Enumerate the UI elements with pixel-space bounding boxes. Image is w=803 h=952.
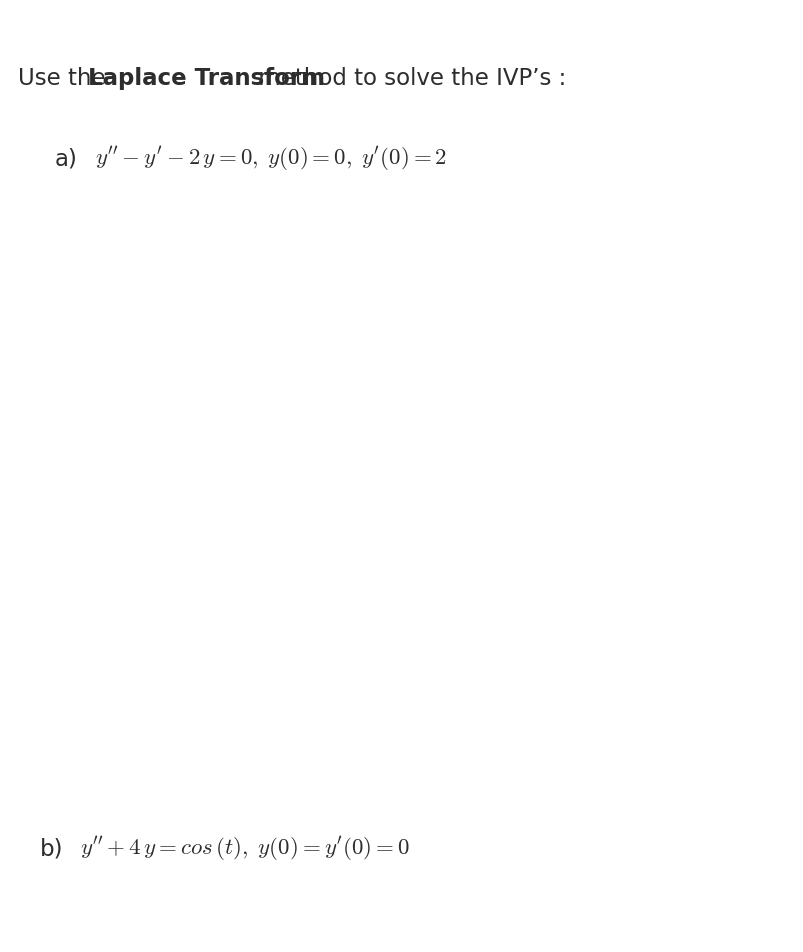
Text: Use the: Use the [18, 67, 112, 90]
Text: method to solve the IVP’s :: method to solve the IVP’s : [251, 67, 565, 90]
Text: $y^{\prime\prime}+ 4\,y = \mathit{cos}\,(t),\; y(0) = y^{\prime}(0) = 0$: $y^{\prime\prime}+ 4\,y = \mathit{cos}\,… [80, 835, 410, 863]
Text: Laplace Transform: Laplace Transform [88, 67, 324, 90]
Text: b): b) [40, 837, 63, 860]
Text: $y^{\prime\prime}-y^{\prime}- 2\,y = 0,\; y(0) = 0,\; y^{\prime}(0) = 2$: $y^{\prime\prime}-y^{\prime}- 2\,y = 0,\… [95, 145, 446, 173]
Text: a): a) [55, 147, 78, 170]
